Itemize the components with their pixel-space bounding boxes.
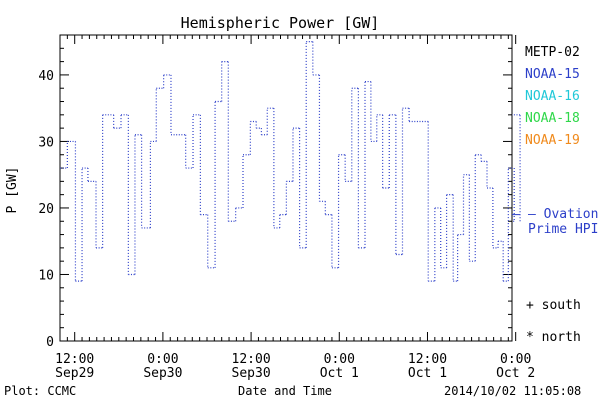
x-tick-label-time: 12:00 xyxy=(232,352,271,367)
y-axis-label: P [GW] xyxy=(5,167,20,214)
marker-legend-north: * north xyxy=(526,330,581,345)
marker-legend-south-label: south xyxy=(541,298,581,313)
y-tick-label: 30 xyxy=(38,135,54,150)
y-axis-ticks: 0 10 20 30 40 xyxy=(38,34,512,350)
x-tick-label-date: Oct 1 xyxy=(320,366,359,381)
marker-legend-north-label: north xyxy=(541,330,581,345)
legend-item-noaa-15: NOAA-15 xyxy=(525,67,580,82)
x-tick-label-time: 0:00 xyxy=(500,352,531,367)
footer-left: Plot: CCMC xyxy=(4,384,77,398)
chart-title: Hemispheric Power [GW] xyxy=(181,14,380,32)
x-tick-label-date: Oct 2 xyxy=(496,366,535,381)
x-tick-label-time: 12:00 xyxy=(408,352,447,367)
legend-item-noaa-19: NOAA-19 xyxy=(525,133,580,148)
ovation-label-line2: Prime HPI xyxy=(528,222,599,237)
x-tick-label-time: 0:00 xyxy=(324,352,355,367)
ovation-label: — Ovation Prime HPI xyxy=(528,207,598,237)
x-tick-label-date: Oct 1 xyxy=(408,366,447,381)
legend: METP-02 NOAA-15 NOAA-16 NOAA-18 NOAA-19 xyxy=(525,42,580,152)
marker-legend-south: + south xyxy=(526,298,581,313)
plot-frame xyxy=(59,34,513,342)
legend-item-noaa-18: NOAA-18 xyxy=(525,111,580,126)
y-tick-label: 10 xyxy=(38,268,54,283)
legend-item-metp-02: METP-02 xyxy=(525,45,580,60)
series-group xyxy=(60,41,521,282)
y-tick-label: 20 xyxy=(38,202,54,217)
ovation-label-line1: — Ovation xyxy=(528,207,599,222)
star-marker-icon: * xyxy=(526,330,534,345)
x-tick-label-time: 0:00 xyxy=(147,352,178,367)
x-tick-label-time: 12:00 xyxy=(55,352,94,367)
x-axis-label: Date and Time xyxy=(238,384,332,398)
y-tick-label: 40 xyxy=(38,69,54,84)
x-tick-label-date: Sep30 xyxy=(232,366,271,381)
x-tick-label-date: Sep29 xyxy=(55,366,94,381)
footer-timestamp: 2014/10/02 11:05:08 xyxy=(444,384,582,398)
plus-marker-icon: + xyxy=(526,298,534,313)
y-tick-label: 0 xyxy=(46,335,54,350)
legend-item-noaa-16: NOAA-16 xyxy=(525,89,580,104)
x-tick-label-date: Sep30 xyxy=(143,366,182,381)
